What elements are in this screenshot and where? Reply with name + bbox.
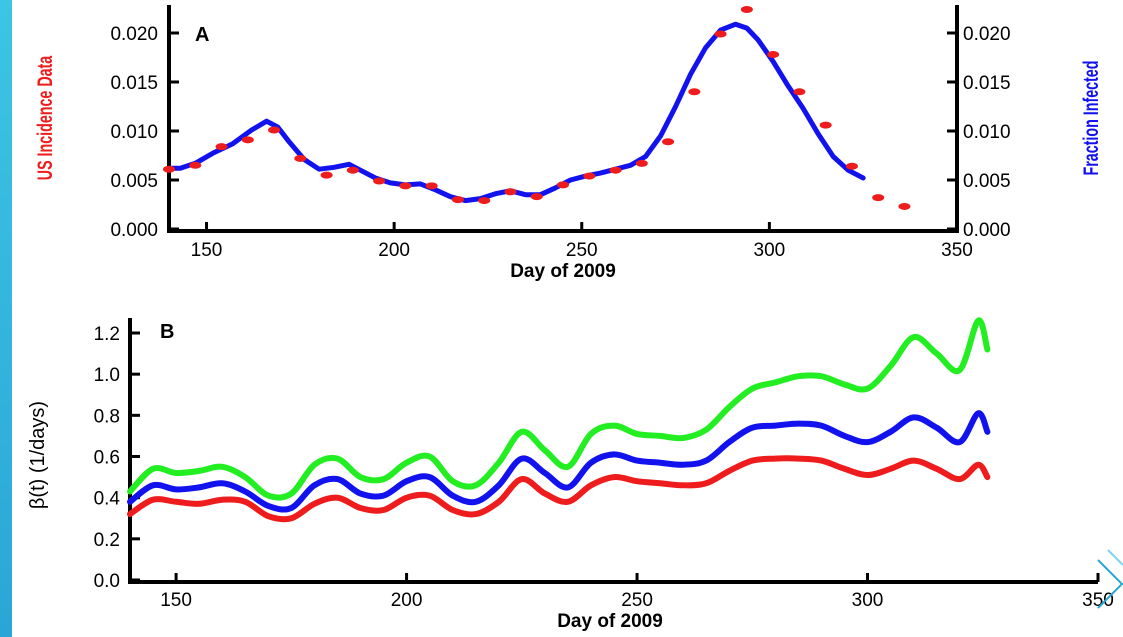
panel-a-x-axis-title: Day of 2009 — [510, 261, 616, 282]
fraction-infected-line — [166, 21, 866, 204]
incidence-data-point — [845, 162, 858, 170]
panel-b-y-tick-label: 0.4 — [94, 489, 121, 510]
incidence-data-point — [898, 202, 911, 210]
incidence-data-point — [294, 154, 307, 162]
panel-b-x-axis-title: Day of 2009 — [557, 611, 663, 632]
panel-b-x-tick-label: 350 — [1082, 590, 1114, 611]
panel-a-x-tick-label: 300 — [754, 240, 786, 261]
panel-a-x-tick-label: 250 — [566, 240, 598, 261]
incidence-data-point — [609, 166, 622, 174]
panel-b-y-tick-label: 1.2 — [94, 324, 120, 345]
incidence-data-point — [478, 197, 491, 205]
incidence-data-point — [530, 193, 543, 201]
panel-a-left-y-axis-title: US Incidence Data — [33, 55, 56, 180]
incidence-data-point — [557, 181, 569, 189]
incidence-data-point — [688, 88, 701, 96]
panel-a-right-y-tick-label: 0.010 — [963, 122, 1011, 143]
panel-a-left-y-tick-label: 0.020 — [110, 24, 158, 45]
incidence-data-point — [451, 196, 464, 204]
panel-a-letter: A — [195, 24, 209, 46]
panel-a-right-y-tick-label: 0.015 — [963, 73, 1011, 94]
incidence-data-point — [793, 88, 806, 96]
beta-red-line — [127, 455, 991, 523]
panel-a-left-y-tick-label: 0.005 — [110, 171, 158, 192]
incidence-data-point — [583, 172, 596, 180]
panel-a-right-y-axis-title: Fraction Infected — [1079, 61, 1102, 176]
panel-a: A 0.000 0.005 0.010 0.015 0.020 0.000 0.005 0.… — [33, 5, 1103, 282]
panel-b-y-tick-label: 1.0 — [94, 365, 120, 386]
slide-corner-chevron-icon — [1097, 549, 1123, 609]
slide-accent-bar — [0, 0, 12, 637]
panel-b-x-tick-label: 300 — [852, 590, 884, 611]
panel-a-left-y-tick-label: 0.015 — [110, 73, 158, 94]
incidence-data-point — [714, 30, 727, 38]
panel-a-right-y-tick-label: 0.000 — [963, 220, 1011, 241]
panel-b-y-tick-label: 0.0 — [94, 571, 120, 592]
panel-b-x-tick-label: 250 — [621, 590, 653, 611]
incidence-data-point — [163, 165, 175, 173]
panel-b-y-tick-label: 0.6 — [94, 448, 120, 469]
incidence-data-point — [504, 188, 517, 196]
panel-a-x-tick-label: 350 — [941, 240, 973, 261]
incidence-data-point — [662, 138, 675, 146]
panel-b-letter: B — [160, 321, 174, 343]
panel-a-x-tick-label: 200 — [378, 240, 410, 261]
incidence-data-point — [399, 182, 412, 190]
panel-b-x-tick-label: 200 — [391, 590, 423, 611]
incidence-data-point — [425, 182, 438, 190]
incidence-data-point — [767, 51, 780, 59]
panel-b: B 0.00.20.40.60.81.01.2 150 200 250 300 350 … — [27, 317, 1114, 632]
incidence-data-point — [215, 143, 228, 151]
panel-b-y-tick-label: 0.2 — [94, 530, 120, 551]
incidence-data-point — [740, 5, 753, 13]
beta-blue-line — [127, 410, 991, 513]
incidence-data-point — [373, 177, 386, 185]
panel-b-y-tick-label: 0.8 — [94, 406, 120, 427]
incidence-data-point — [268, 126, 281, 134]
incidence-data-point — [872, 194, 885, 202]
panel-a-right-y-tick-label: 0.005 — [963, 171, 1011, 192]
incidence-data-point — [241, 136, 254, 144]
incidence-data-point — [346, 166, 359, 174]
panel-a-right-y-tick-label: 0.020 — [963, 24, 1011, 45]
panel-b-x-tick-label: 150 — [160, 590, 192, 611]
panel-a-x-tick-label: 150 — [191, 240, 223, 261]
incidence-data-point — [635, 159, 648, 167]
incidence-data-point — [819, 121, 832, 129]
incidence-data-point — [189, 161, 202, 169]
panel-a-left-y-tick-label: 0.000 — [110, 220, 158, 241]
beta-green-line — [127, 317, 991, 501]
panel-b-y-axis-title: β(t) (1/days) — [27, 401, 49, 509]
incidence-data-point — [320, 171, 333, 179]
panel-a-left-y-tick-label: 0.010 — [110, 122, 158, 143]
